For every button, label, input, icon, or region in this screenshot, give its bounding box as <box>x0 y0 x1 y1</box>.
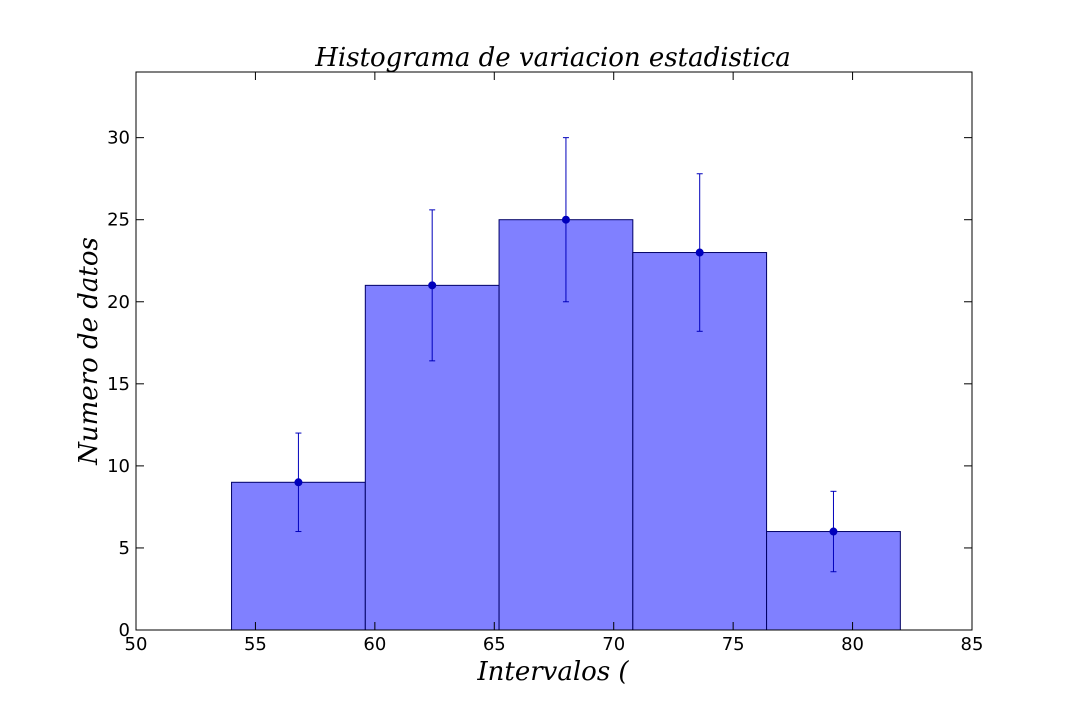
error-bars-group <box>294 137 838 573</box>
data-point <box>294 478 303 487</box>
plot-frame <box>135 71 973 631</box>
x-tick-label: 75 <box>722 634 745 655</box>
data-point <box>428 281 437 290</box>
chart-title: Histograma de variacion estadistica <box>314 43 791 73</box>
x-tick-label: 60 <box>363 634 386 655</box>
data-point <box>829 527 838 536</box>
data-point <box>695 248 704 257</box>
y-tick-label: 0 <box>119 620 130 641</box>
y-tick-label: 10 <box>107 456 130 477</box>
y-tick-label: 5 <box>119 538 130 559</box>
x-tick-label: 70 <box>602 634 625 655</box>
x-axis-label: Intervalos ( <box>476 657 629 687</box>
x-tick-label: 85 <box>961 634 984 655</box>
y-axis-label: Numero de datos <box>74 237 104 466</box>
y-tick-label: 25 <box>107 210 130 231</box>
x-tick-label: 80 <box>841 634 864 655</box>
y-tick-label: 15 <box>107 374 130 395</box>
data-point <box>561 215 570 224</box>
ticks-group: 50 55 60 65 70 75 80 85 0 5 10 15 20 25 30 <box>107 72 983 655</box>
y-tick-label: 20 <box>107 292 130 313</box>
x-tick-label: 50 <box>125 634 148 655</box>
y-tick-label: 30 <box>107 128 130 149</box>
x-tick-label: 55 <box>244 634 267 655</box>
x-tick-label: 65 <box>483 634 506 655</box>
